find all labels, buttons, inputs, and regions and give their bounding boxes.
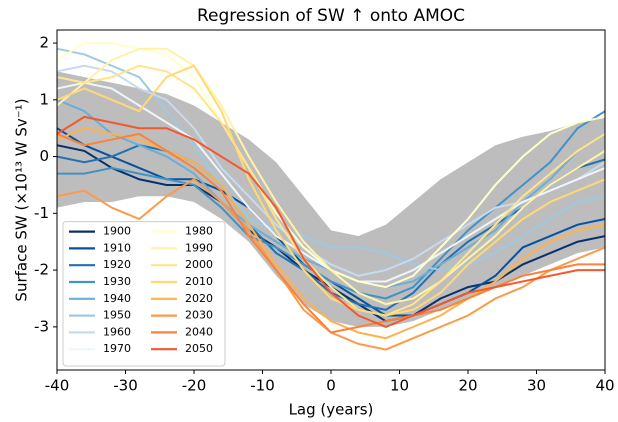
series-line	[57, 47, 605, 306]
legend-label: 1910	[103, 241, 131, 254]
legend-label: 1990	[185, 241, 213, 254]
y-tick-label: -3	[34, 317, 49, 335]
legend-label: 2040	[185, 325, 213, 338]
x-tick-label: 20	[458, 377, 477, 395]
x-tick-label: 30	[527, 377, 546, 395]
legend-label: 1920	[103, 258, 131, 271]
legend-label: 2020	[185, 292, 213, 305]
legend-label: 1930	[103, 275, 131, 288]
y-tick-label: 0	[39, 147, 49, 165]
x-tick-label: -40	[45, 377, 70, 395]
legend-label: 2010	[185, 275, 213, 288]
legend-label: 2000	[185, 258, 213, 271]
series-line	[57, 115, 605, 328]
y-tick-label: -1	[34, 204, 49, 222]
spread-band	[57, 71, 605, 327]
legend-label: 2050	[185, 342, 213, 355]
series-line	[57, 132, 605, 334]
series-line	[57, 127, 605, 340]
x-tick-label: 40	[595, 377, 614, 395]
legend-label: 2030	[185, 309, 213, 322]
x-tick-label: 0	[326, 377, 336, 395]
x-tick-label: 10	[390, 377, 409, 395]
series-line	[57, 110, 605, 300]
x-axis-label: Lag (years)	[289, 401, 374, 419]
x-tick-label: -30	[113, 377, 138, 395]
chart-title: Regression of SW ↑ onto AMOC	[197, 6, 465, 26]
x-tick-label: -10	[250, 377, 275, 395]
x-tick-label: -20	[182, 377, 207, 395]
legend-box	[62, 221, 226, 367]
series-line	[57, 64, 605, 277]
legend-label: 1980	[185, 225, 213, 238]
y-tick-label: -2	[34, 261, 49, 279]
legend-label: 1970	[103, 342, 131, 355]
y-tick-label: 1	[39, 90, 49, 108]
legend-label: 1900	[103, 225, 131, 238]
legend-label: 1940	[103, 292, 131, 305]
y-tick-label: 2	[39, 34, 49, 52]
series-line	[57, 47, 605, 272]
legend-label: 1960	[103, 325, 131, 338]
series-line	[57, 64, 605, 317]
legend-label: 1950	[103, 309, 131, 322]
y-axis-label: Surface SW (×10¹³ W Sv⁻¹)	[13, 98, 31, 301]
plot-area	[57, 42, 605, 351]
series-line	[57, 64, 605, 317]
